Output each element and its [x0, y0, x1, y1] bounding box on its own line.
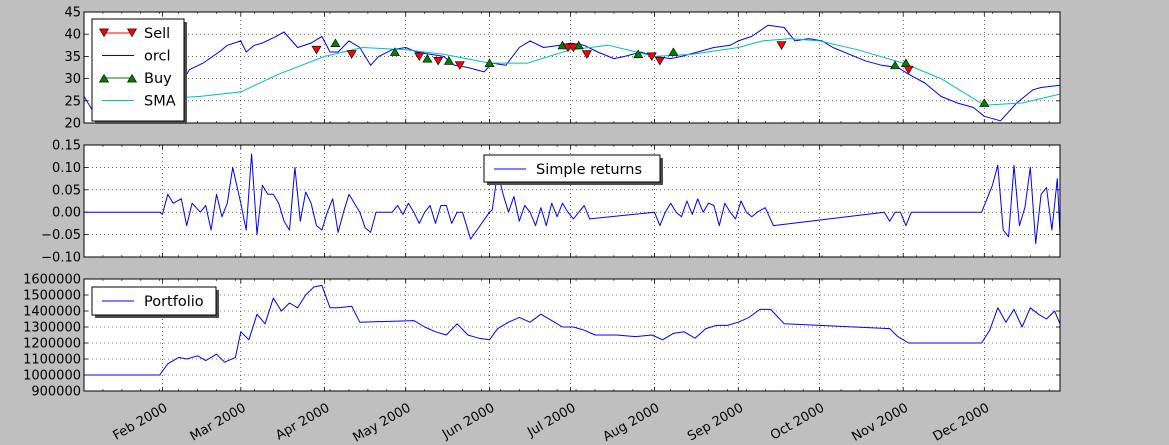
y-tick-label: 1600000	[23, 273, 81, 288]
y-tick-label: 45	[64, 6, 81, 21]
y-tick-label: 30	[64, 72, 81, 87]
x-tick-label: Jul 2000	[524, 401, 578, 441]
sell-marker	[581, 50, 592, 59]
x-tick-label: Nov 2000	[849, 401, 911, 445]
x-tick-label: May 2000	[351, 401, 414, 445]
buy-marker	[484, 58, 495, 67]
sell-marker	[454, 61, 465, 70]
buy-marker	[633, 49, 644, 59]
buy-marker	[443, 56, 455, 65]
legend-entry: Portfolio	[102, 294, 204, 310]
legend-label: Sell	[144, 26, 170, 42]
x-tick-label: Dec 2000	[931, 401, 993, 445]
legend: Simple returns	[483, 154, 663, 185]
sell-marker	[414, 52, 425, 62]
axes-frame	[83, 11, 1061, 124]
y-tick-label: −0.10	[41, 251, 81, 266]
y-tick-label: 1400000	[23, 305, 81, 320]
sell-marker	[346, 50, 357, 59]
legend-box	[91, 18, 185, 122]
y-tick-label: 0.10	[52, 161, 81, 176]
y-tick-label: 25	[64, 94, 81, 109]
y-tick-label: 1000000	[23, 369, 81, 384]
x-tick-label: Aug 2000	[601, 401, 663, 445]
legend: Portfolio	[91, 286, 219, 318]
legend-entry: orcl	[102, 49, 171, 65]
x-tick-label: Apr 2000	[273, 401, 332, 444]
sell-marker	[654, 56, 665, 66]
y-tick-label: −0.05	[41, 228, 81, 243]
x-axis-labels: Feb 2000 Mar 2000 Apr 2000 May 2000 Jun 2000…	[111, 401, 993, 445]
legend-label: Portfolio	[144, 294, 204, 310]
returns-panel: 0.15 0.10 0.05 0.00 −0.05 −0.10 Simple returns	[41, 139, 1061, 266]
legend-marker	[98, 28, 110, 38]
axes-frame	[83, 278, 1061, 392]
y-tick-label: 1300000	[23, 321, 81, 336]
buy-marker	[890, 60, 901, 70]
x-tick-label: Jun 2000	[439, 401, 497, 443]
legend-entry: Simple returns	[494, 162, 642, 178]
sell-marker	[568, 43, 579, 53]
legend-label: Simple returns	[536, 162, 642, 178]
x-tick-label: Sep 2000	[685, 401, 746, 445]
y-tick-label: 35	[64, 50, 81, 65]
legend-entry: Buy	[98, 71, 172, 87]
legend-entry: SMA	[102, 94, 176, 110]
x-tick-label: Oct 2000	[768, 401, 827, 444]
plot-area	[84, 279, 1060, 391]
series-line-portfolio	[84, 284, 1061, 376]
buy-marker	[330, 38, 341, 47]
legend: Sell orcl Buy SMA	[91, 18, 187, 124]
sell-marker	[776, 41, 787, 50]
legend-marker	[126, 28, 138, 38]
legend-label: Buy	[144, 71, 172, 87]
series-line-simple-returns	[84, 153, 1061, 245]
portfolio-panel: 9000001000000110000012000001300000140000…	[23, 273, 1061, 400]
y-tick-label: 20	[64, 117, 81, 132]
y-tick-label: 0.05	[52, 183, 81, 198]
legend-marker	[126, 73, 138, 83]
sell-marker	[903, 65, 914, 75]
legend-marker	[98, 73, 110, 83]
y-tick-label: 0.15	[52, 139, 81, 154]
buy-marker	[979, 98, 990, 107]
y-tick-label: 900000	[31, 385, 81, 400]
x-tick-label: Mar 2000	[188, 401, 249, 445]
legend-entry: Sell	[98, 26, 170, 42]
buy-marker	[389, 47, 400, 56]
sell-marker	[433, 56, 444, 66]
buy-marker	[422, 53, 433, 63]
sell-marker	[646, 52, 657, 62]
price-panel: 20 25 30 35 40 45 Sell orcl Buy SMA	[64, 6, 1061, 132]
sell-marker	[311, 45, 322, 55]
series-line-orcl	[83, 24, 1061, 122]
y-tick-label: 1100000	[23, 353, 81, 368]
legend-label: orcl	[144, 49, 171, 65]
y-tick-label: 1500000	[23, 289, 81, 304]
y-tick-label: 40	[64, 28, 81, 43]
y-tick-label: 0.00	[52, 206, 81, 221]
axes-frame	[83, 144, 1061, 258]
buy-marker	[668, 47, 679, 56]
y-tick-label: 1200000	[23, 337, 81, 352]
x-tick-label: Feb 2000	[111, 401, 171, 444]
legend-label: SMA	[144, 94, 176, 110]
